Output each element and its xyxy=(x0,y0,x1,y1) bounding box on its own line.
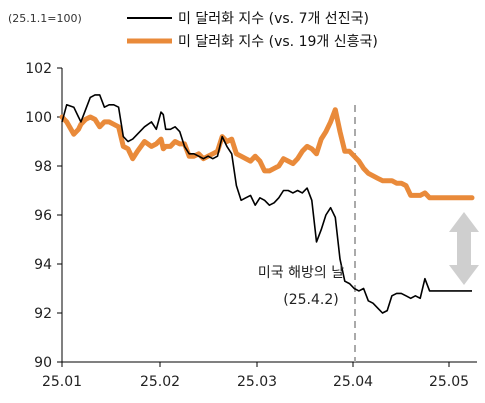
y-tick-label: 90 xyxy=(34,355,52,371)
x-tick-label: 25.04 xyxy=(333,374,373,390)
unit-label: (25.1.1=100) xyxy=(8,12,82,25)
legend: 미 달러화 지수 (vs. 7개 선진국) 미 달러화 지수 (vs. 19개 … xyxy=(127,11,378,50)
legend-label-developed: 미 달러화 지수 (vs. 7개 선진국) xyxy=(178,11,369,27)
annotation-event-date: (25.4.2) xyxy=(283,292,338,308)
annotation-event-name: 미국 해방의 날 xyxy=(258,265,344,281)
y-tick-label: 100 xyxy=(25,110,52,126)
y-tick-group: 90 92 94 96 98 100 102 xyxy=(25,61,62,371)
x-tick-label: 25.05 xyxy=(429,374,469,390)
legend-label-emerging: 미 달러화 지수 (vs. 19개 신흥국) xyxy=(178,34,378,50)
x-tick-group: 25.01 25.02 25.03 25.04 25.05 xyxy=(42,362,469,390)
x-tick-label: 25.03 xyxy=(237,374,277,390)
y-tick-label: 94 xyxy=(34,257,52,273)
y-tick-label: 98 xyxy=(34,159,52,175)
y-tick-label: 102 xyxy=(25,61,52,77)
y-tick-label: 92 xyxy=(34,306,52,322)
series-line-emerging xyxy=(59,107,475,201)
series-line-developed xyxy=(61,94,472,314)
x-tick-label: 25.02 xyxy=(140,374,180,390)
gap-double-arrow xyxy=(449,212,479,285)
x-tick-label: 25.01 xyxy=(42,374,82,390)
y-tick-label: 96 xyxy=(34,208,52,224)
